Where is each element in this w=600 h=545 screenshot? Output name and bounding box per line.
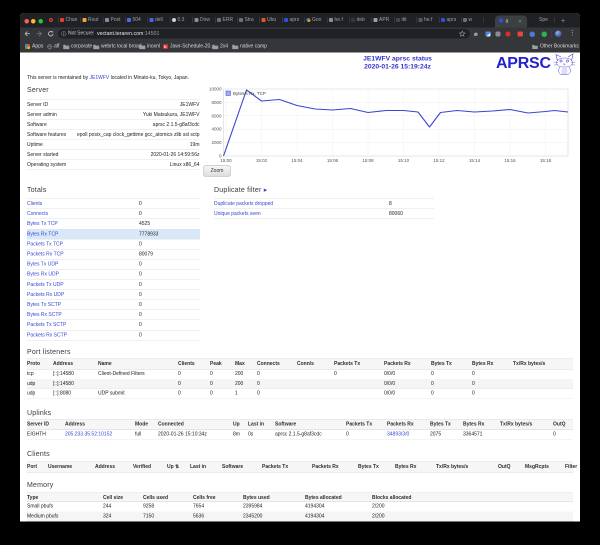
- svg-text:10000: 10000: [209, 87, 222, 92]
- svg-text:15:10: 15:10: [398, 158, 410, 163]
- svg-text:15:02: 15:02: [256, 158, 268, 163]
- svg-text:15:16: 15:16: [504, 158, 516, 163]
- svg-text:15:12: 15:12: [433, 158, 445, 163]
- svg-text:15:18: 15:18: [540, 158, 552, 163]
- svg-text:Bytes/s Rx, TCP: Bytes/s Rx, TCP: [233, 91, 266, 96]
- svg-text:0: 0: [219, 154, 222, 159]
- svg-text:15:00: 15:00: [220, 158, 232, 163]
- svg-text:15:14: 15:14: [469, 158, 481, 163]
- svg-text:4000: 4000: [211, 127, 222, 132]
- svg-text:15:04: 15:04: [291, 158, 303, 163]
- svg-text:8000: 8000: [211, 100, 222, 105]
- svg-text:15:06: 15:06: [327, 158, 339, 163]
- svg-text:6000: 6000: [211, 113, 222, 118]
- svg-text:2000: 2000: [211, 140, 222, 145]
- svg-text:15:08: 15:08: [362, 158, 374, 163]
